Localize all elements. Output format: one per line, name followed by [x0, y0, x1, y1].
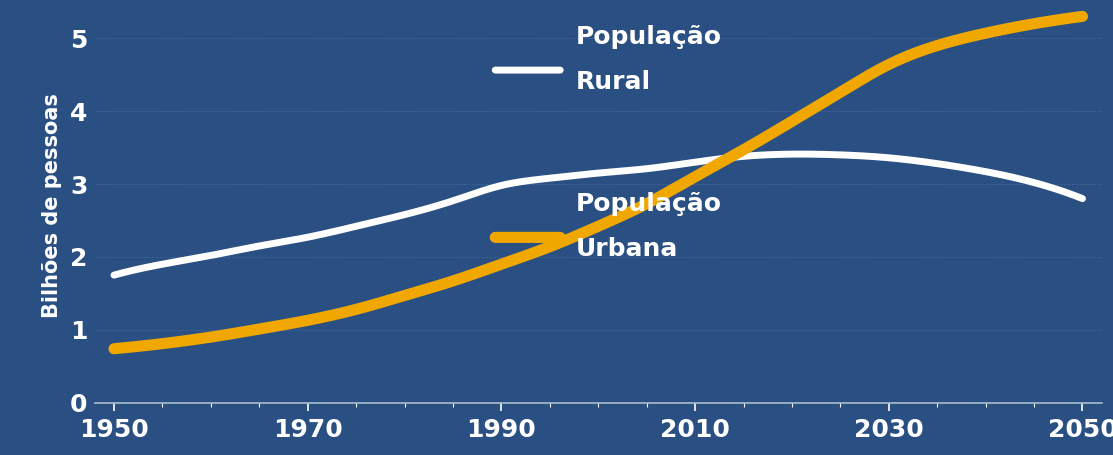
- Text: Urbana: Urbana: [577, 238, 679, 261]
- Text: Rural: Rural: [577, 70, 651, 94]
- Y-axis label: Bilhões de pessoas: Bilhões de pessoas: [42, 93, 62, 318]
- Text: População: População: [577, 192, 722, 216]
- Text: População: População: [577, 25, 722, 49]
